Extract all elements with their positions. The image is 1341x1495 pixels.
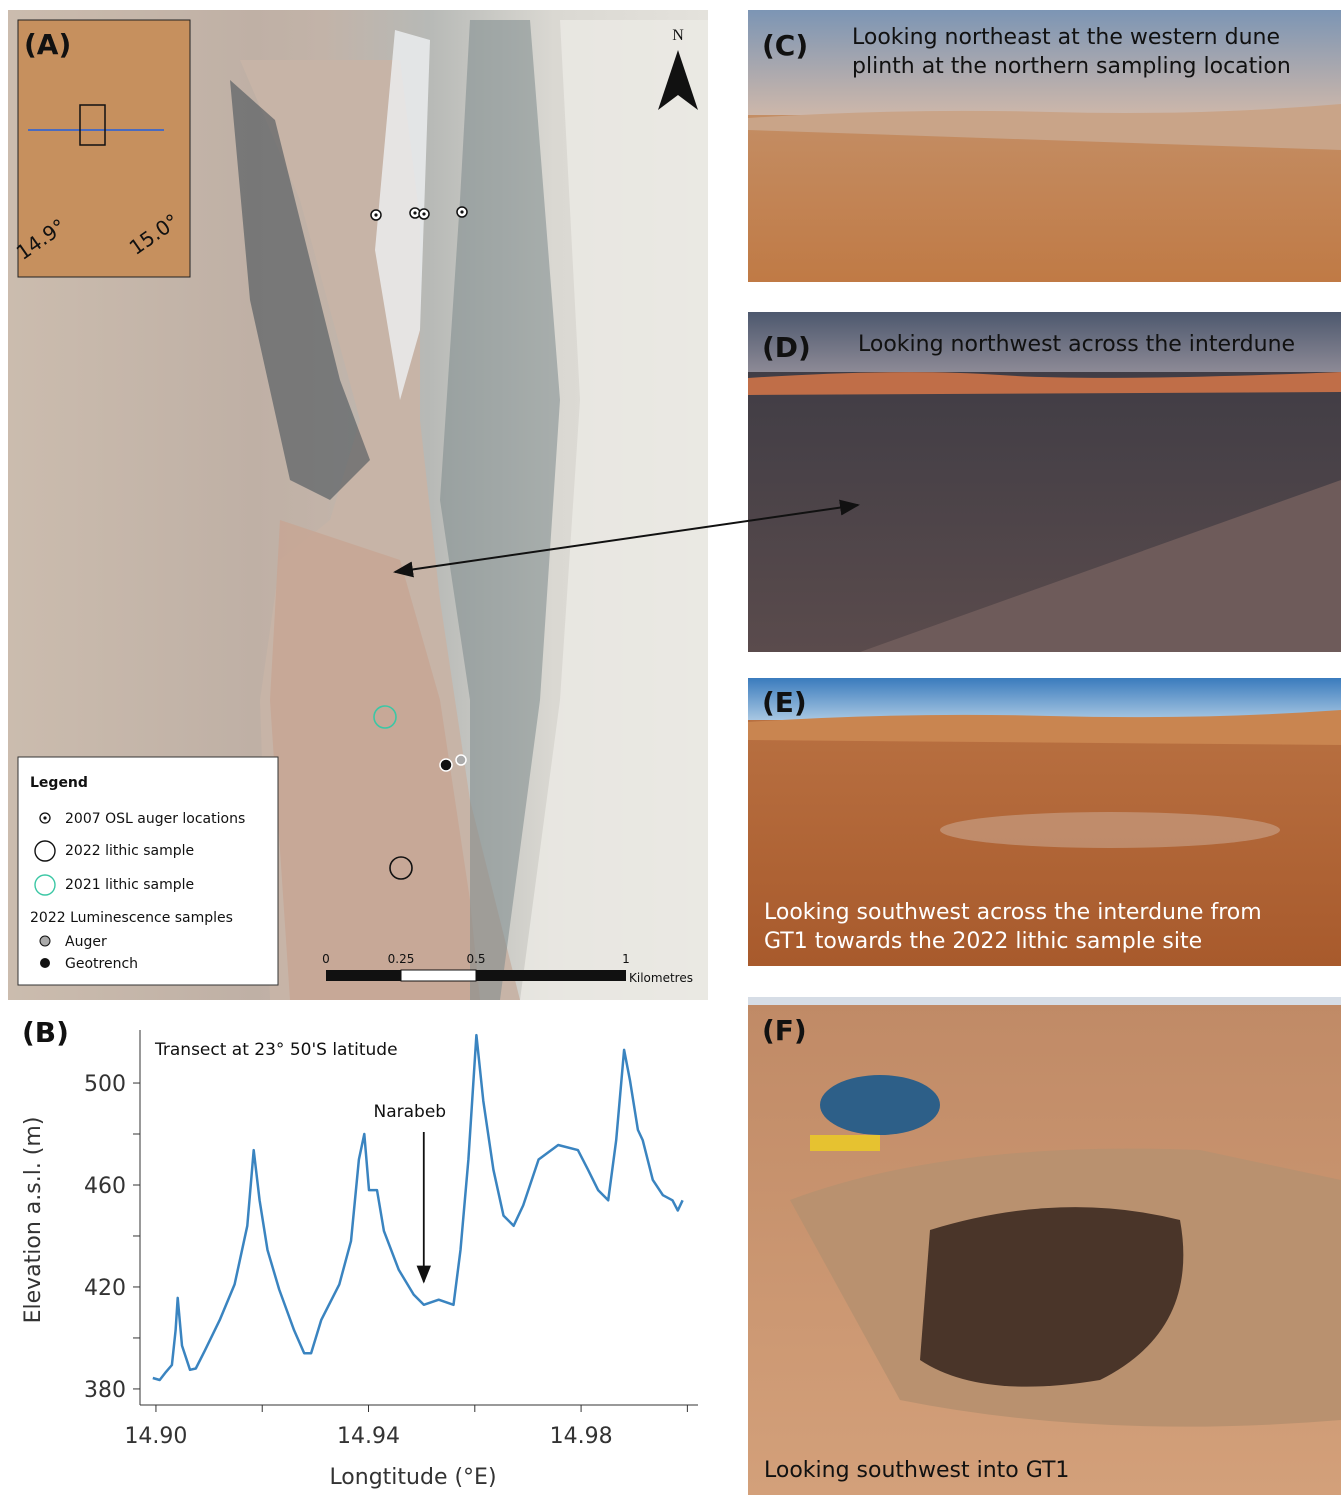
caption: Looking northwest across the interdune [858,332,1295,357]
legend [17,756,279,986]
panel-label: (E) [762,686,807,719]
panel-label: (A) [24,28,71,61]
x-tick-label: 14.98 [550,1424,613,1449]
caption: Looking southwest across the interdune f… [764,900,1262,925]
scale-label: 0.5 [466,952,485,966]
y-tick-label: 460 [84,1174,126,1199]
caption: Looking northeast at the western dune [852,25,1280,50]
map-markers [370,206,468,880]
photo-c: (C) Looking northeast at the western dun… [748,10,1341,282]
panel-label: (F) [762,1014,807,1047]
x-tick-label: 14.90 [124,1424,187,1449]
caption: Looking southwest into GT1 [764,1458,1069,1483]
panel-label: (D) [762,331,811,364]
caption: plinth at the northern sampling location [852,54,1291,79]
legend-subtitle: 2022 Luminescence samples [30,910,233,926]
elevation-chart: (B) Transect at 23° 50'S latitude Longti… [21,1016,698,1490]
y-tick-label: 420 [84,1276,126,1301]
scale-label: 0 [322,952,330,966]
legend-title: Legend [30,775,88,791]
x-tick-label: 14.94 [337,1424,400,1449]
photo-d: (D) Looking northwest across the interdu… [748,312,1341,652]
y-axis-label: Elevation a.s.l. (m) [21,1117,46,1324]
scale-bar [326,970,401,981]
inset-box [79,104,106,146]
scale-unit: Kilometres [629,971,693,985]
y-tick-label: 380 [84,1378,126,1403]
photo-e: (E) Looking southwest across the interdu… [748,678,1341,966]
scale-bar [400,969,477,982]
legend-item: 2022 lithic sample [65,843,194,859]
link-arrow [393,499,860,578]
legend-item: Geotrench [65,956,138,972]
legend-item: Auger [65,934,107,950]
panel-label: (B) [22,1016,69,1049]
legend-item: 2007 OSL auger locations [65,811,245,827]
scale-label: 0.25 [388,952,415,966]
panel-label: (C) [762,29,808,62]
x-axis-label: Longtitude (°E) [329,1465,496,1490]
north-arrow [658,50,698,110]
north-label: N [672,27,684,44]
y-tick-label: 500 [84,1072,126,1097]
map-panel: (A) 14.9° 15.0° N Legend 2007 OSL auger … [8,10,708,1000]
dark-slope [230,80,370,500]
white-deposit [375,30,430,400]
photo-f: (F) Looking southwest into GT1 [748,997,1341,1495]
elevation-line [152,1033,684,1382]
scale-label: 1 [622,952,630,966]
legend-item: 2021 lithic sample [65,877,194,893]
scale-bar [476,970,626,981]
chart-title: Transect at 23° 50'S latitude [154,1040,398,1060]
pan [270,520,480,1000]
annotation-label: Narabeb [373,1102,446,1122]
caption: GT1 towards the 2022 lithic sample site [764,929,1202,954]
inset-map [17,19,191,278]
